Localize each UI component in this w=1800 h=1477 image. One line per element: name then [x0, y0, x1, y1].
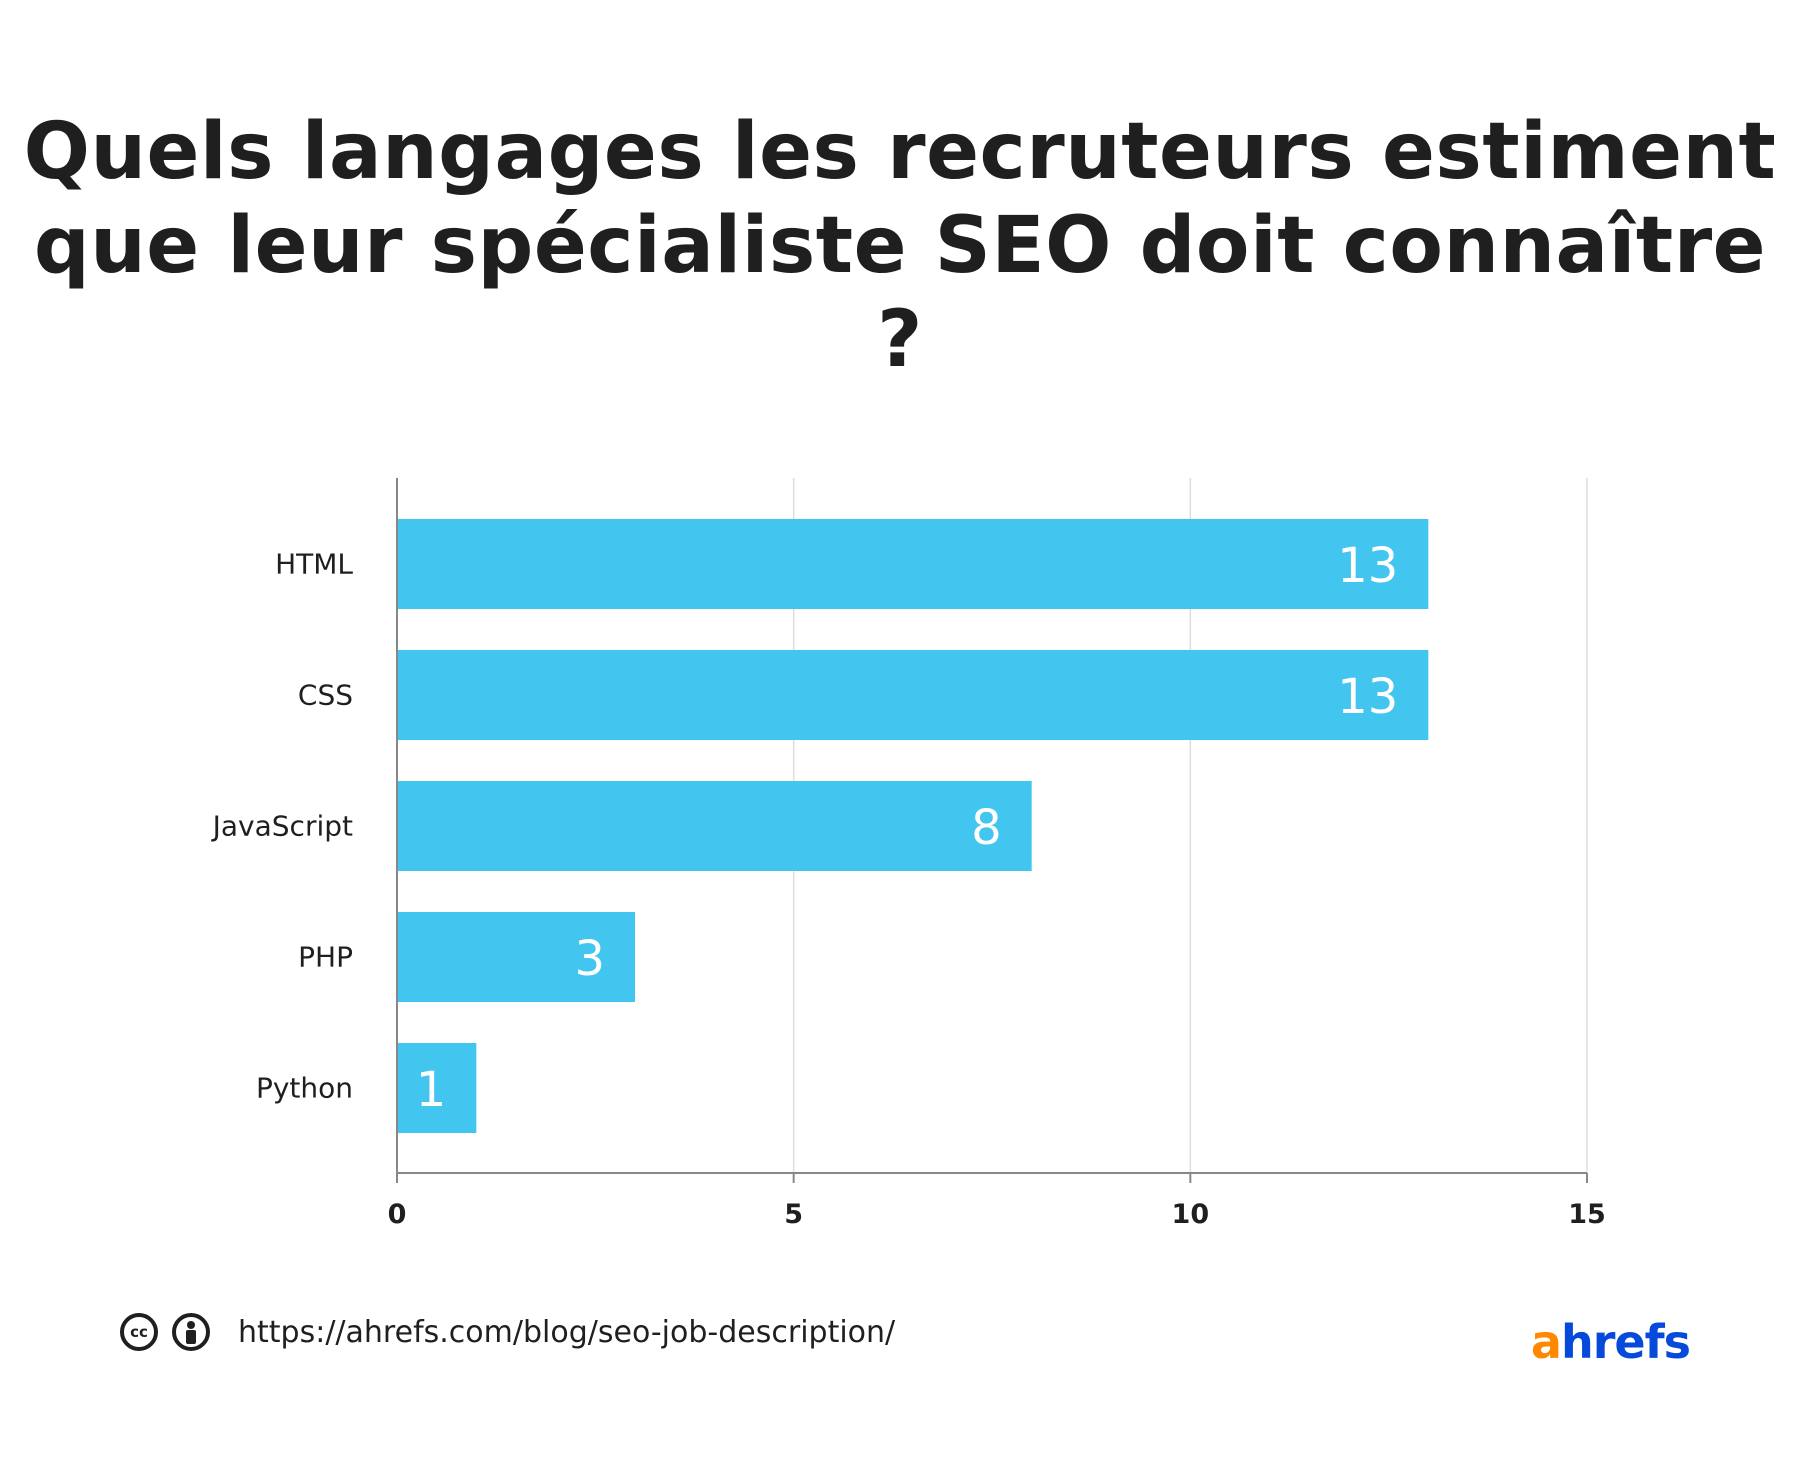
cc-icon: cc [120, 1313, 158, 1351]
data-label: 3 [574, 931, 605, 987]
data-label: 13 [1337, 669, 1398, 725]
cc-icon-text: cc [130, 1323, 148, 1341]
bar-javascript [397, 781, 1032, 871]
category-label: PHP [298, 941, 353, 974]
source-url[interactable]: https://ahrefs.com/blog/seo-job-descript… [238, 1314, 896, 1350]
x-tick-label: 15 [1568, 1199, 1606, 1230]
x-tick-label: 5 [784, 1199, 803, 1230]
category-label: Python [256, 1072, 353, 1105]
footer: cc https://ahrefs.com/blog/seo-job-descr… [120, 1306, 895, 1358]
category-label: JavaScript [211, 810, 353, 843]
logo-letter-a: a [1530, 1315, 1562, 1369]
by-icon-head [187, 1321, 195, 1329]
data-label: 13 [1337, 538, 1398, 594]
data-label: 8 [971, 800, 1002, 856]
bar-php [397, 912, 635, 1002]
by-icon [172, 1313, 210, 1351]
bar-python [397, 1043, 477, 1133]
x-tick-label: 10 [1172, 1199, 1210, 1230]
bar-html [397, 519, 1429, 609]
bar-css [397, 650, 1429, 740]
title-line-2: que leur spécialiste SEO doit connaître … [33, 201, 1767, 385]
x-tick-label: 0 [388, 1199, 407, 1230]
data-label: 1 [416, 1062, 447, 1118]
by-icon-torso [186, 1330, 196, 1344]
ahrefs-logo[interactable]: ahrefs [1530, 1315, 1691, 1369]
category-label: HTML [275, 548, 353, 581]
logo-letters-hrefs: hrefs [1560, 1315, 1691, 1369]
chart-title: Quels langages les recruteurs estiment q… [0, 105, 1800, 387]
category-label: CSS [298, 679, 353, 712]
title-line-1: Quels langages les recruteurs estiment [23, 107, 1777, 197]
